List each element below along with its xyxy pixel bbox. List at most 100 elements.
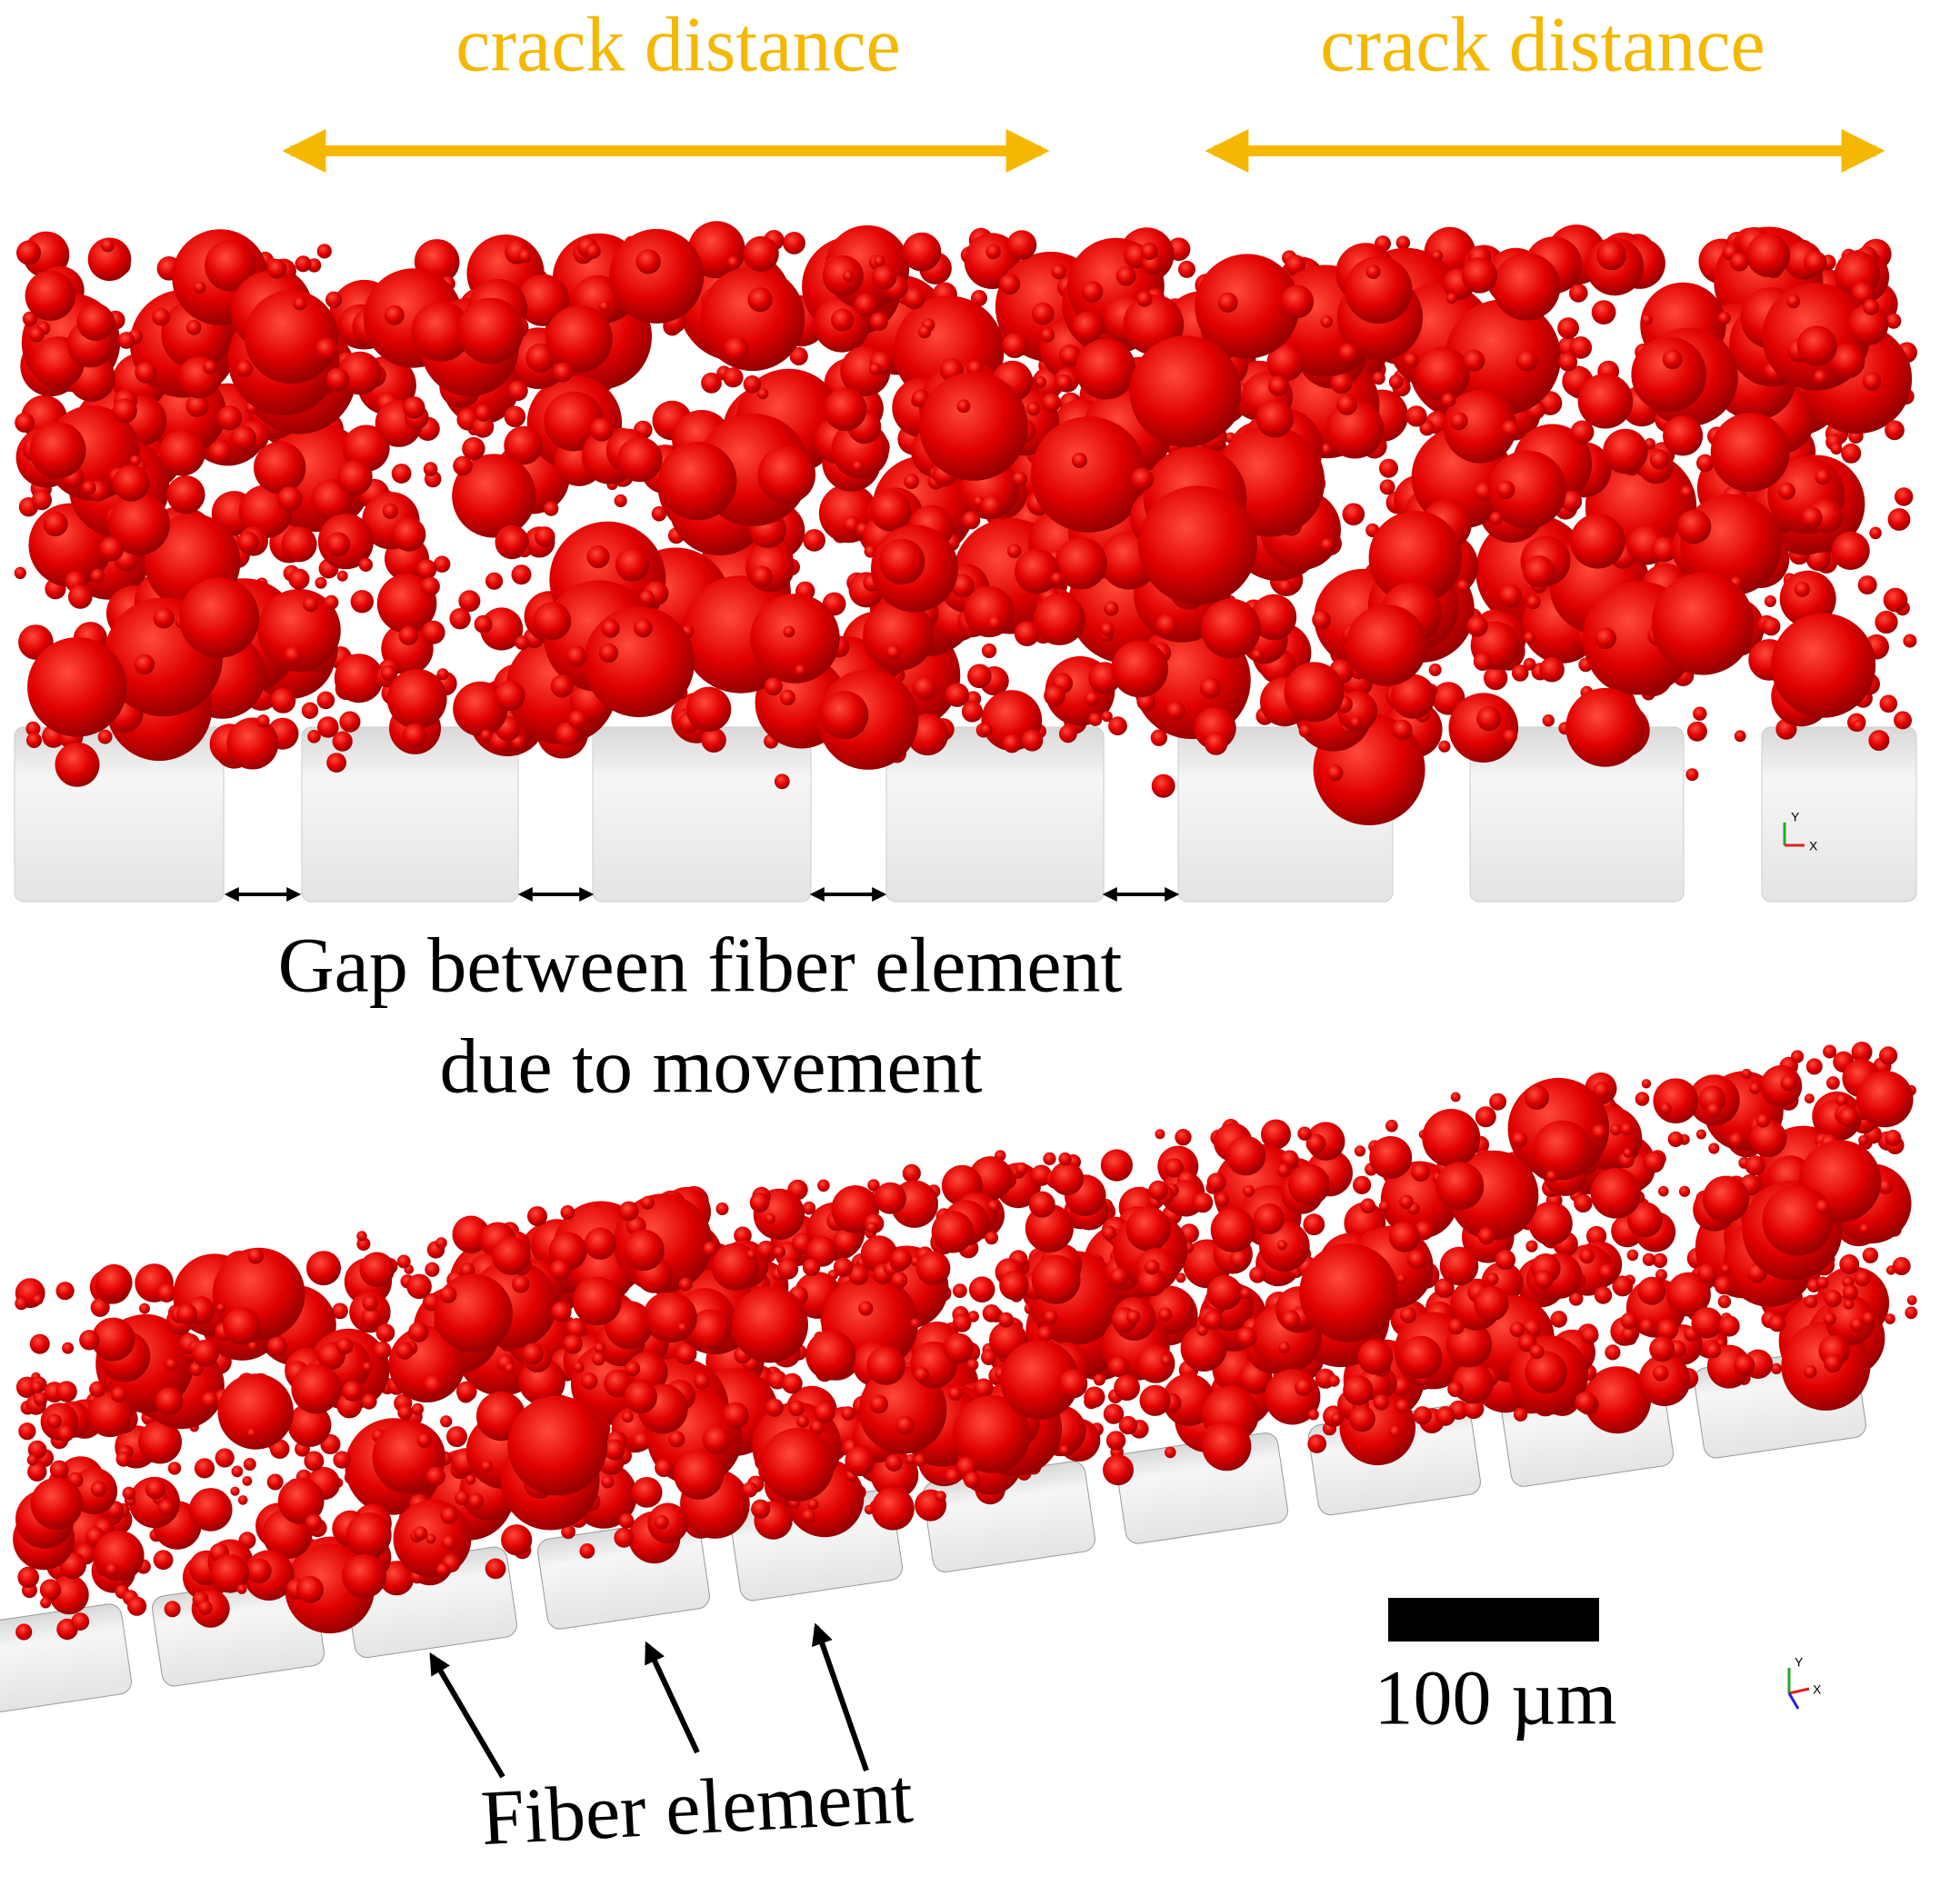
particle: [1217, 292, 1238, 313]
axis-label: Y: [1795, 1655, 1804, 1670]
particle: [1353, 1175, 1372, 1194]
particle: [1879, 694, 1898, 713]
particle: [999, 274, 1021, 295]
particle: [987, 615, 1003, 630]
particle: [1435, 1278, 1455, 1298]
particle: [1525, 1240, 1538, 1252]
particle: [964, 586, 1015, 638]
particle: [76, 303, 115, 341]
particle: [1130, 467, 1154, 491]
particle: [68, 584, 93, 609]
particle: [623, 1229, 665, 1272]
particle: [1858, 1134, 1869, 1146]
particle: [1175, 1129, 1192, 1146]
particle: [999, 1271, 1029, 1301]
particle: [1396, 1273, 1407, 1284]
particle: [1343, 1375, 1374, 1406]
particle: [1558, 352, 1578, 372]
particle: [765, 1212, 775, 1224]
particle: [423, 462, 438, 476]
particle: [425, 1262, 440, 1277]
particle: [396, 1254, 411, 1269]
particle: [982, 643, 997, 659]
particle: [1779, 570, 1836, 627]
particle: [1488, 450, 1566, 529]
particle: [475, 404, 492, 422]
particle: [981, 1349, 997, 1366]
particle: [1044, 684, 1065, 706]
particle: [874, 255, 885, 267]
particle: [449, 608, 471, 630]
particle: [30, 1477, 83, 1531]
particle: [756, 387, 769, 400]
particle: [325, 532, 351, 557]
particle: [1125, 1206, 1171, 1252]
particle: [1524, 1084, 1549, 1110]
particle: [1655, 1269, 1667, 1282]
particle: [871, 1487, 915, 1531]
particle: [1509, 1322, 1525, 1338]
particle: [967, 664, 992, 689]
particle: [1749, 1120, 1787, 1158]
particle: [601, 1475, 615, 1489]
particle: [912, 675, 937, 701]
particle: [1887, 508, 1911, 531]
particle: [1284, 662, 1345, 723]
particle: [436, 668, 449, 681]
particle: [1476, 706, 1502, 732]
particle: [1649, 450, 1669, 470]
particle: [1342, 503, 1365, 526]
particle: [18, 1422, 36, 1441]
particle: [1101, 711, 1113, 723]
particle: [435, 1562, 450, 1577]
particle: [1850, 1317, 1865, 1332]
particle: [581, 1372, 598, 1390]
particle: [774, 773, 790, 790]
particle: [584, 1227, 616, 1260]
particle: [291, 1363, 342, 1414]
particle: [757, 445, 816, 504]
particle: [685, 686, 732, 732]
particle: [256, 714, 270, 728]
particle: [208, 440, 233, 464]
particle: [1570, 420, 1595, 444]
particle: [179, 577, 260, 658]
particle: [1059, 1444, 1070, 1456]
particle: [1883, 587, 1908, 613]
particle: [618, 1201, 639, 1222]
particle: [230, 1486, 240, 1496]
particle: [631, 1477, 663, 1508]
particle: [423, 1374, 444, 1395]
particle: [902, 1163, 921, 1182]
particle: [802, 1201, 816, 1215]
particle: [1406, 1250, 1426, 1270]
particle: [1831, 531, 1870, 571]
particle: [311, 479, 352, 520]
particle: [913, 1453, 927, 1467]
particle: [1055, 537, 1107, 590]
particle: [315, 337, 338, 361]
particle: [1534, 1270, 1554, 1290]
particle: [1569, 336, 1593, 359]
particle: [550, 674, 574, 698]
particle: [1894, 711, 1912, 730]
particle: [1474, 1286, 1509, 1322]
particle: [1502, 729, 1518, 744]
particle: [79, 1330, 100, 1351]
particle: [632, 1432, 651, 1451]
particle: [155, 1387, 184, 1415]
particle: [1385, 1119, 1398, 1133]
particle: [1642, 1252, 1655, 1266]
particle: [467, 1492, 485, 1509]
particle: [1542, 714, 1555, 727]
particle: [1435, 1406, 1455, 1426]
particle: [504, 405, 526, 428]
particle: [701, 372, 722, 394]
particle: [1081, 281, 1104, 303]
particle: [1714, 1276, 1733, 1295]
particle: [1336, 394, 1358, 415]
particle: [110, 1386, 127, 1402]
particle: [865, 1222, 878, 1234]
particle: [1569, 284, 1588, 303]
particle: [1804, 251, 1827, 274]
